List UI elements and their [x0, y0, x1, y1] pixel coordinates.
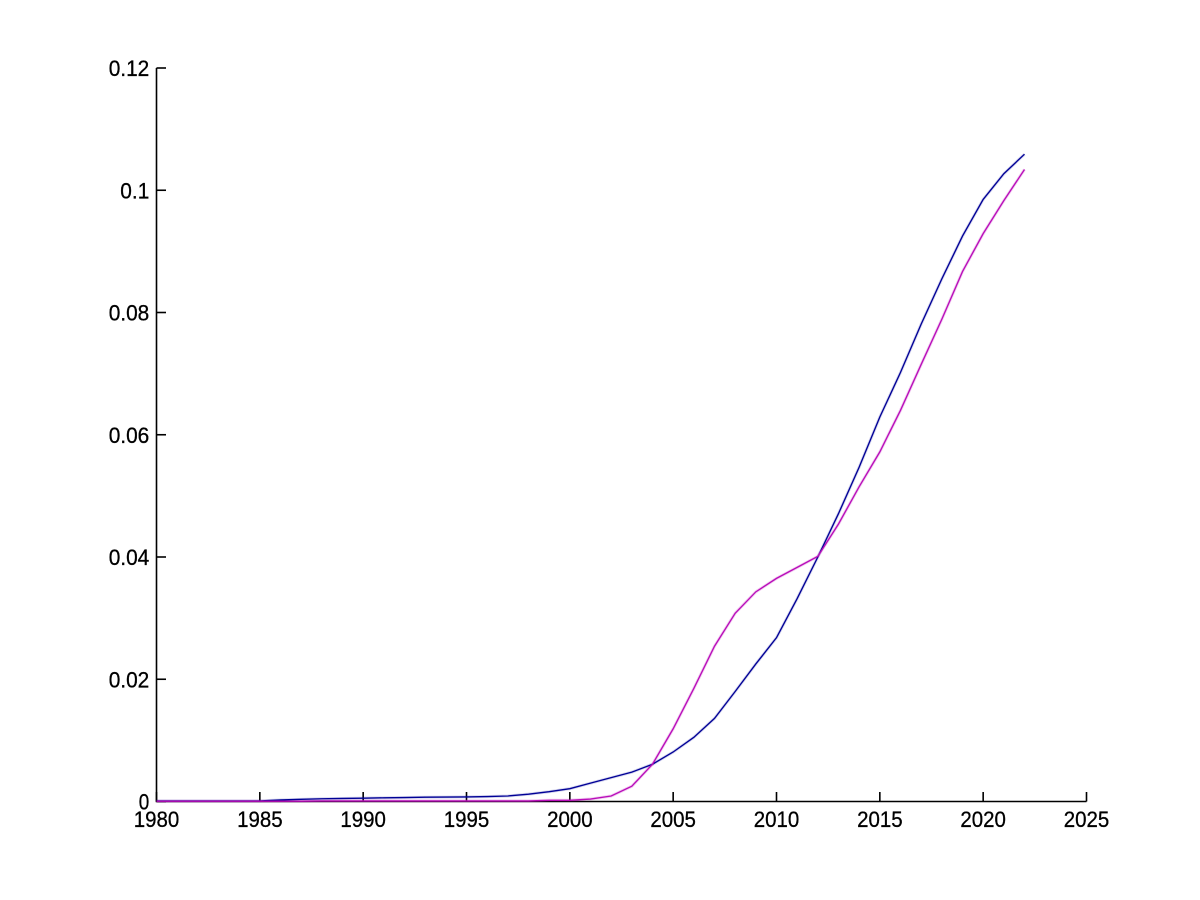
svg-text:0.06: 0.06 [109, 423, 150, 448]
svg-text:1995: 1995 [444, 807, 490, 832]
svg-text:0.1: 0.1 [120, 178, 149, 203]
svg-text:1990: 1990 [340, 807, 386, 832]
svg-text:2015: 2015 [857, 807, 903, 832]
svg-text:1980: 1980 [134, 807, 180, 832]
svg-text:0.02: 0.02 [109, 667, 150, 692]
svg-text:2000: 2000 [547, 807, 593, 832]
svg-text:2025: 2025 [1064, 807, 1110, 832]
svg-text:0.04: 0.04 [109, 545, 150, 570]
svg-text:1985: 1985 [237, 807, 283, 832]
svg-text:0.08: 0.08 [109, 301, 150, 326]
svg-text:2005: 2005 [650, 807, 696, 832]
svg-text:2010: 2010 [754, 807, 800, 832]
svg-text:2020: 2020 [960, 807, 1006, 832]
svg-text:0: 0 [139, 790, 150, 815]
svg-text:0.12: 0.12 [109, 56, 150, 81]
